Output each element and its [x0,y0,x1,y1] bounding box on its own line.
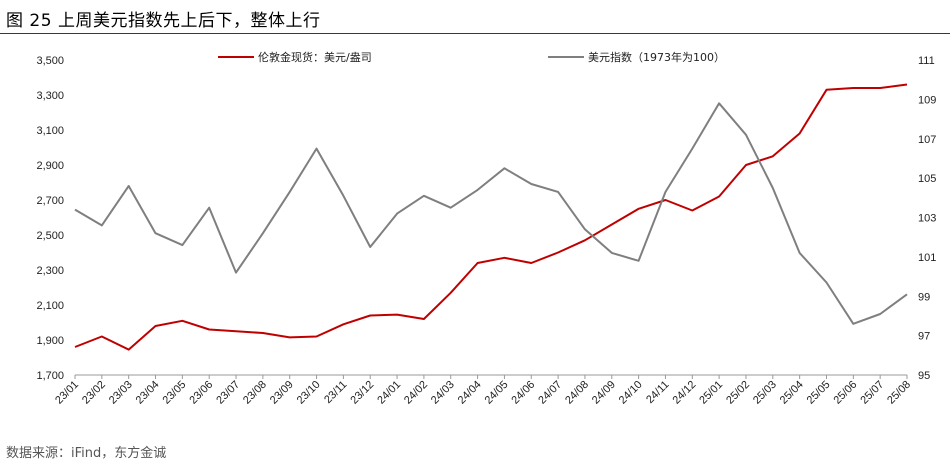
y-right-tick-label: 109 [918,94,936,106]
y-left-tick-label: 3,500 [36,55,64,67]
y-left-tick-label: 2,500 [36,230,64,242]
y-right-tick-label: 105 [918,173,936,185]
x-tick-label: 23/01 [53,379,81,407]
y-right-tick-label: 101 [918,252,936,264]
x-tick-label: 23/11 [322,379,349,406]
legend-label: 伦敦金现货：美元/盎司 [258,50,372,64]
title-divider [0,33,950,34]
x-tick-label: 23/03 [107,379,135,407]
y-right-tick-label: 99 [918,291,930,303]
x-tick-label: 23/02 [80,379,108,407]
chart-title: 图 25 上周美元指数先上后下，整体上行 [6,11,321,31]
y-right-tick-label: 103 [918,213,936,225]
x-tick-label: 24/09 [590,379,618,407]
y-right-tick-label: 107 [918,134,936,146]
x-tick-label: 23/09 [268,379,296,407]
series-line-gold [74,83,908,351]
y-right-tick-label: 95 [918,370,930,382]
x-tick-label: 25/01 [697,379,725,407]
x-tick-label: 23/10 [295,379,323,407]
x-tick-label: 25/04 [778,379,806,407]
source-note: 数据来源：iFind，东方金诚 [6,446,167,461]
x-tick-label: 25/02 [724,379,752,407]
x-tick-label: 25/05 [805,379,833,407]
x-tick-label: 24/01 [375,379,403,407]
y-left-tick-label: 3,300 [36,90,64,102]
x-tick-label: 23/04 [134,379,162,407]
x-tick-label: 25/06 [831,379,859,407]
x-tick-label: 24/08 [563,379,591,407]
x-tick-label: 23/08 [241,379,269,407]
y-left-tick-label: 2,700 [36,195,64,207]
x-tick-label: 24/07 [536,379,564,407]
y-left-tick-label: 3,100 [36,125,64,137]
x-tick-label: 24/04 [456,379,484,407]
y-left-tick-label: 1,900 [36,335,64,347]
x-tick-label: 23/12 [348,379,376,407]
x-tick-label: 24/06 [509,379,537,407]
series-line-dxy [74,102,908,325]
y-left-tick-label: 2,300 [36,265,64,277]
x-tick-label: 24/10 [617,379,645,407]
x-tick-label: 25/08 [885,379,913,407]
x-tick-label: 24/12 [670,379,698,407]
y-right-tick-label: 111 [918,55,935,67]
x-tick-label: 24/05 [483,379,511,407]
x-tick-label: 24/03 [429,379,457,407]
x-tick-label: 23/07 [214,379,242,407]
x-tick-label: 23/06 [187,379,215,407]
x-tick-label: 25/07 [858,379,886,407]
x-tick-label: 24/02 [402,379,430,407]
y-left-tick-label: 2,100 [36,300,64,312]
x-tick-label: 25/03 [751,379,779,407]
legend-label: 美元指数（1973年为100） [588,50,725,64]
y-right-tick-label: 97 [918,331,930,343]
x-tick-label: 24/11 [644,379,671,406]
y-left-tick-label: 1,700 [36,370,64,382]
y-left-tick-label: 2,900 [36,160,64,172]
x-tick-label: 23/05 [161,379,189,407]
